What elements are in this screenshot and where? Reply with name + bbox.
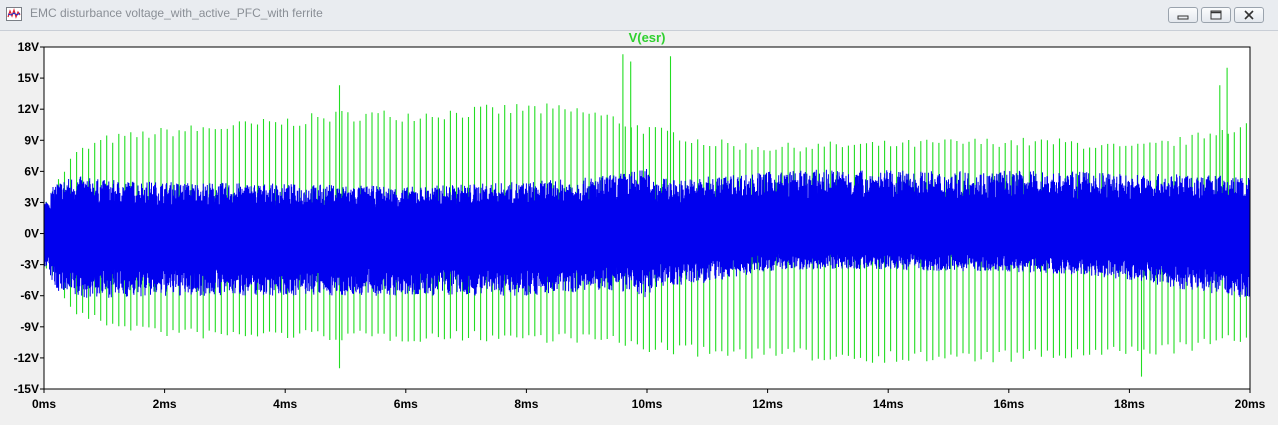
y-tick-label: 3V: [24, 195, 39, 209]
y-tick-label: -15V: [14, 382, 39, 396]
x-tick-label: 12ms: [752, 397, 783, 411]
y-tick-label: 12V: [18, 102, 39, 116]
window-titlebar: EMC disturbance voltage_with_active_PFC_…: [0, 0, 1278, 31]
y-tick-label: -12V: [14, 351, 39, 365]
close-icon: [1244, 10, 1254, 20]
x-tick-label: 20ms: [1235, 397, 1266, 411]
minimize-icon: [1177, 15, 1189, 20]
x-tick-label: 8ms: [514, 397, 538, 411]
y-tick-label: -3V: [20, 258, 39, 272]
window-title: EMC disturbance voltage_with_active_PFC_…: [30, 6, 323, 20]
y-tick-label: 0V: [24, 227, 39, 241]
series-blue-band: [44, 168, 1250, 298]
y-tick-label: 18V: [18, 40, 39, 54]
x-tick-label: 18ms: [1114, 397, 1145, 411]
x-tick-label: 16ms: [993, 397, 1024, 411]
restore-icon: [1210, 10, 1222, 20]
x-tick-label: 4ms: [273, 397, 297, 411]
y-tick-label: 9V: [24, 133, 39, 147]
y-tick-label: -9V: [20, 320, 39, 334]
close-button[interactable]: [1234, 7, 1264, 23]
y-tick-label: -6V: [20, 289, 39, 303]
x-tick-label: 0ms: [32, 397, 56, 411]
waveform-viewer-icon: [6, 7, 22, 21]
y-tick-label: 6V: [24, 164, 39, 178]
restore-button[interactable]: [1201, 7, 1231, 23]
x-tick-label: 2ms: [153, 397, 177, 411]
chart-title: V(esr): [629, 30, 666, 45]
x-tick-label: 10ms: [632, 397, 663, 411]
x-tick-label: 6ms: [394, 397, 418, 411]
minimize-button[interactable]: [1168, 7, 1198, 23]
x-tick-label: 14ms: [873, 397, 904, 411]
waveform-plot[interactable]: V(esr) 18V 15V 12V 9V 6V 3V 0V -3V -6V -9V -12V -15…: [0, 30, 1278, 425]
y-tick-label: 15V: [18, 71, 39, 85]
